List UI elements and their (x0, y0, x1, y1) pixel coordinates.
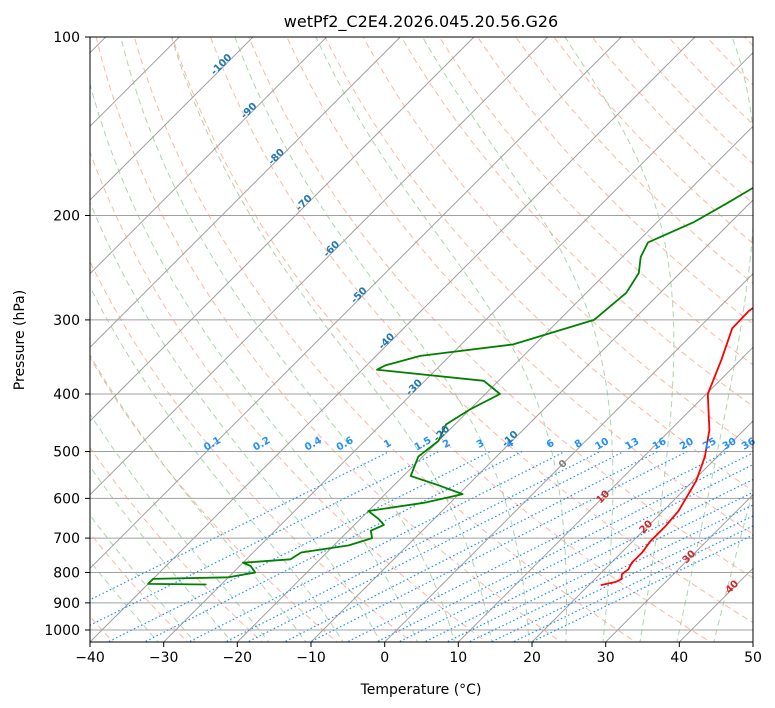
mixing-ratio-label: 2 (441, 438, 453, 451)
mixing-ratio-line (423, 478, 753, 642)
temperature-profile-line (600, 306, 753, 586)
dry-adiabat-line (286, 37, 753, 535)
mixing-ratio-line (397, 463, 753, 642)
x-tick-label: −20 (223, 650, 253, 666)
isotherm-line (604, 493, 753, 642)
isotherm-line (162, 51, 753, 642)
dewpoint-profile-line (147, 186, 753, 586)
sounding-profiles (147, 186, 753, 586)
x-tick-label: 50 (744, 650, 762, 666)
isotherm-line (310, 199, 753, 642)
mixing-ratio-label: 1 (382, 438, 394, 451)
y-tick-label: 400 (53, 387, 80, 403)
plot-frame (89, 36, 754, 643)
axes: −40 −30 −20 −10 0 10 20 30 40 50 100 200 300 400 500 60… (44, 30, 762, 666)
chart-title: wetPf2_C2E4.2026.045.20.56.G26 (284, 12, 558, 32)
mixing-ratio-line (224, 450, 601, 642)
dry-adiabat-line (248, 37, 753, 579)
mixing-ratio-line (375, 452, 753, 642)
x-tick-label: −40 (75, 650, 105, 666)
mixing-ratio-line (106, 450, 491, 642)
x-tick-label: 20 (523, 650, 541, 666)
x-tick-label: −10 (296, 650, 326, 666)
isotherm-line (90, 37, 402, 349)
dry-adiabat-line (324, 37, 753, 492)
mixing-ratio-line (90, 450, 440, 626)
isotherm-line (90, 37, 328, 275)
y-tick-label: 600 (53, 491, 80, 507)
isotherm-line (383, 272, 753, 642)
x-axis-label: Temperature (°C) (360, 682, 482, 698)
dry-adiabat-line (438, 37, 753, 366)
dry-adiabat-line (90, 260, 413, 642)
isotherm-line (90, 37, 254, 201)
x-tick-label: 40 (670, 650, 688, 666)
isotherm-line (90, 37, 475, 422)
y-tick-label: 500 (53, 445, 80, 461)
y-tick-label: 200 (53, 209, 80, 225)
mixing-ratio-line (90, 450, 390, 601)
mixing-ratio-line (246, 450, 625, 642)
mixing-ratio-line (283, 450, 658, 642)
dry-adiabat-line (477, 37, 753, 325)
moist-adiabat-line (90, 200, 381, 642)
mixing-ratio-label: 6 (545, 438, 557, 451)
y-tick-label: 800 (53, 566, 80, 582)
y-tick-label: 300 (53, 313, 80, 329)
isotherm-line (457, 346, 753, 642)
mixing-ratio-line (308, 450, 688, 642)
x-tick-label: 10 (449, 650, 467, 666)
dry-adiabat-line (400, 37, 753, 408)
mixing-ratio-label: 4 (504, 438, 516, 451)
isotherm-line (90, 37, 696, 642)
background-lines (90, 37, 753, 642)
mixing-ratio-line (511, 525, 753, 642)
y-tick-label: 700 (53, 531, 80, 547)
mixing-ratio-line (143, 450, 523, 642)
x-tick-label: 30 (597, 650, 615, 666)
x-tick-label: 0 (380, 650, 389, 666)
mixing-ratio-label: 3 (475, 438, 487, 451)
mixing-ratio-line (345, 450, 728, 642)
mixing-ratio-line (187, 450, 566, 642)
y-tick-label: 1000 (44, 623, 80, 639)
x-tick-label: −30 (149, 650, 179, 666)
isotherm-line (90, 37, 549, 496)
y-tick-label: 900 (53, 596, 80, 612)
mixing-ratio-label: 8 (573, 438, 585, 451)
isotherm-line (531, 420, 753, 642)
dry-adiabat-line (362, 37, 753, 449)
y-axis-label: Pressure (hPa) (12, 290, 28, 390)
moist-adiabat-line (90, 82, 418, 642)
isotherm-line (90, 37, 623, 570)
y-tick-label: 100 (53, 30, 80, 46)
mixing-ratio-line (445, 491, 753, 642)
